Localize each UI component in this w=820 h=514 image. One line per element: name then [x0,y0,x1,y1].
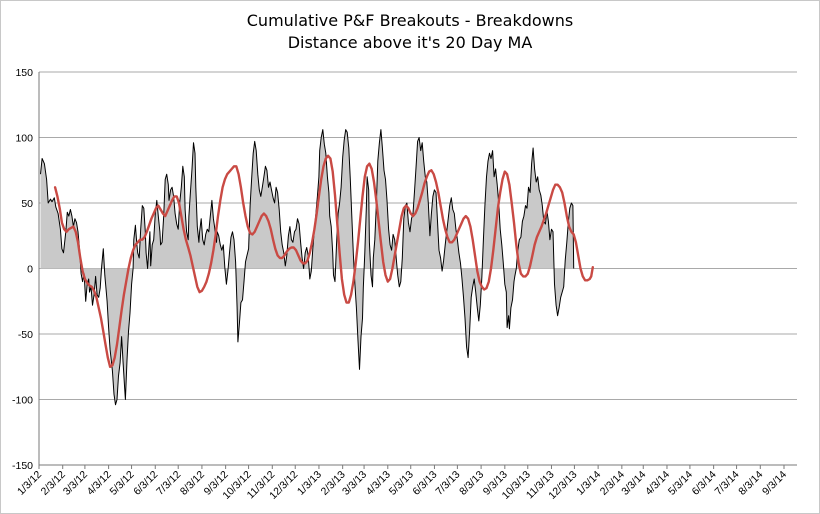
x-tick-label: 3/3/13 [340,469,369,498]
x-tick-label: 8/3/12 [178,469,207,498]
x-tick-label: 5/3/12 [108,469,137,498]
y-tick-label: 50 [21,198,33,210]
x-tick-label: 1/3/12 [15,469,44,498]
x-tick-label: 6/3/14 [690,469,719,498]
x-tick-label: 8/3/14 [736,469,765,498]
y-tick-label: -50 [18,329,33,341]
x-tick-label: 6/3/12 [131,469,160,498]
x-tick-label: 3/3/14 [619,469,648,498]
y-tick-label: -150 [12,460,33,472]
axes [38,72,797,469]
y-tick-label: 0 [27,264,33,276]
x-tick-label: 5/3/14 [666,469,695,498]
x-tick-label: 4/3/12 [85,469,114,498]
x-tick-label: 3/3/12 [61,469,90,498]
area-series-layer [40,129,575,406]
y-tick-label: -100 [12,395,33,407]
chart-title-line-1: Cumulative P&F Breakouts - Breakdowns [246,11,574,30]
chart-title: Cumulative P&F Breakouts - Breakdowns Di… [0,10,820,54]
x-tick-label: 7/3/14 [713,469,742,498]
ma-series-line [53,154,594,368]
area-fill [40,129,574,405]
x-tick-label: 5/3/13 [387,469,416,498]
chart-title-line-2: Distance above it's 20 Day MA [287,33,533,52]
x-tick-label: 7/3/12 [154,469,183,498]
y-tick-label: 100 [15,133,33,145]
x-tick-label: 1/3/14 [574,469,603,498]
x-tick-label: 1/3/13 [295,469,324,498]
x-tick-label: 2/3/12 [39,469,68,498]
ma-series-layer [53,154,594,368]
x-tick-label: 8/3/13 [457,469,486,498]
x-tick-label: 6/3/13 [410,469,439,498]
x-tick-label: 4/3/14 [643,469,672,498]
x-tick-label: 7/3/13 [433,469,462,498]
x-tick-label: 4/3/13 [364,469,393,498]
y-tick-label: 150 [15,67,33,79]
x-tick-label: 9/3/14 [760,469,789,498]
